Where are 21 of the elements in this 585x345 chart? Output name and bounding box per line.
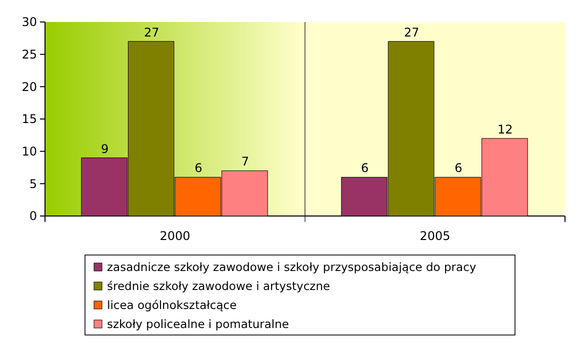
data-label: 7 xyxy=(241,154,250,169)
y-tick-label: 20 xyxy=(22,80,37,94)
data-label: 6 xyxy=(360,161,369,176)
y-tick-label: 15 xyxy=(22,112,37,126)
legend-label: zasadnicze szkoły zawodowe i szkoły przysposabiające do pracy xyxy=(107,260,476,274)
y-tick-label: 25 xyxy=(22,48,37,62)
data-label: 27 xyxy=(404,25,420,40)
y-tick-label: 10 xyxy=(22,144,37,159)
x-tick-label: 2000 xyxy=(160,229,190,243)
legend-label: szkoły policealne i pomaturalne xyxy=(107,317,289,332)
data-label: 27 xyxy=(144,25,160,40)
y-tick-label: 5 xyxy=(29,176,37,191)
data-label: 9 xyxy=(100,142,109,156)
x-tick-label: 2005 xyxy=(420,229,450,243)
data-label: 6 xyxy=(194,161,202,176)
legend-label: średnie szkoły zawodowe i artystyczne xyxy=(107,279,330,294)
y-tick-label: 30 xyxy=(22,15,37,30)
data-label: 12 xyxy=(498,122,513,136)
data-label: 6 xyxy=(454,161,462,176)
legend-label: licea ogólnokształcące xyxy=(107,298,237,312)
y-tick-label: 0 xyxy=(29,209,37,224)
